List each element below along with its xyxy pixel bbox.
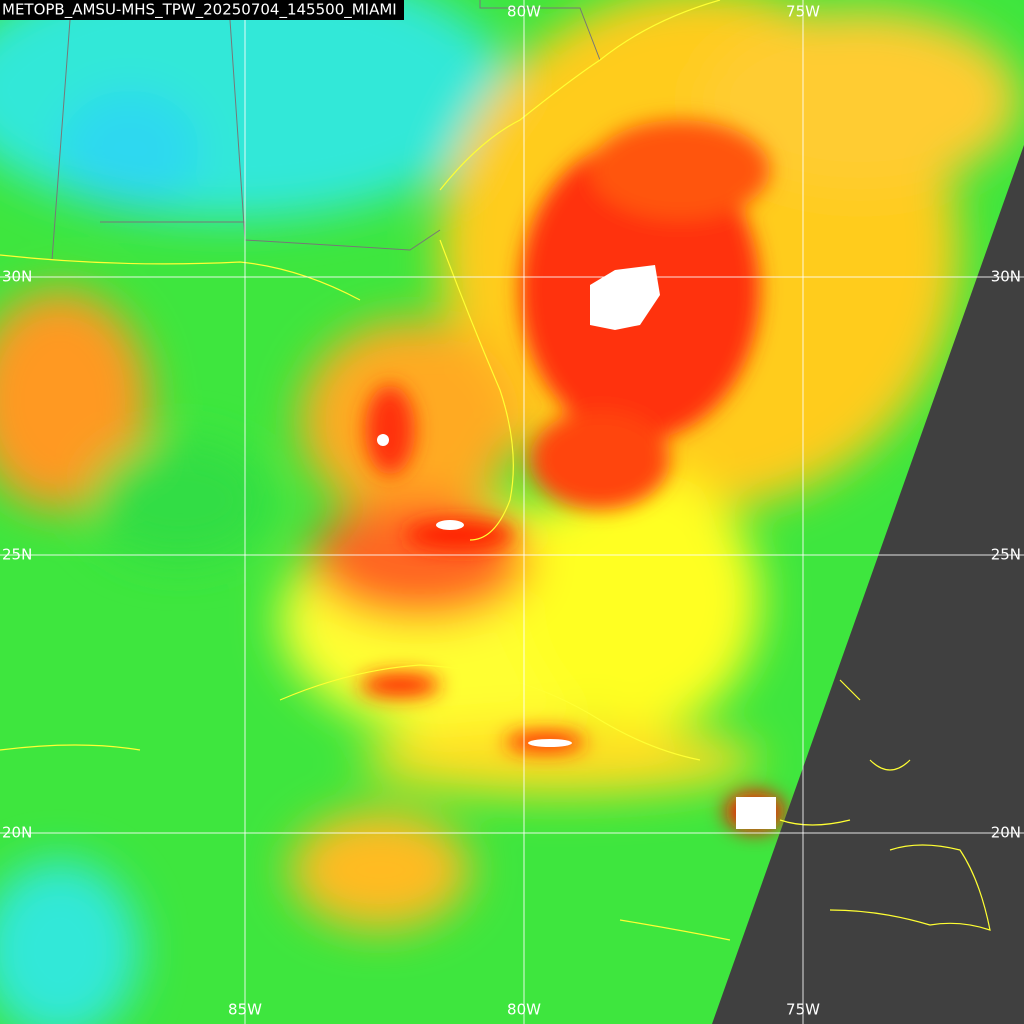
title-background xyxy=(0,0,404,20)
bottom-lon-label: 75W xyxy=(786,1001,820,1019)
map-lines xyxy=(0,0,991,941)
right-lat-label: 30N xyxy=(991,268,1021,286)
left-lat-label: 25N xyxy=(2,546,32,564)
graticule-labels: 80W 75W 85W 80W 75W 30N 25N 20N 30N 25N 20N xyxy=(2,3,1021,1019)
left-lat-label: 20N xyxy=(2,824,32,842)
left-lat-label: 30N xyxy=(2,268,32,286)
top-lon-label: 80W xyxy=(507,3,541,21)
right-lat-label: 20N xyxy=(991,824,1021,842)
bottom-lon-label: 85W xyxy=(228,1001,262,1019)
title: METOPB_AMSU-MHS_TPW_20250704_145500_MIAM… xyxy=(2,1,397,20)
top-lon-label: 75W xyxy=(786,3,820,21)
bottom-lon-label: 80W xyxy=(507,1001,541,1019)
right-lat-label: 25N xyxy=(991,546,1021,564)
